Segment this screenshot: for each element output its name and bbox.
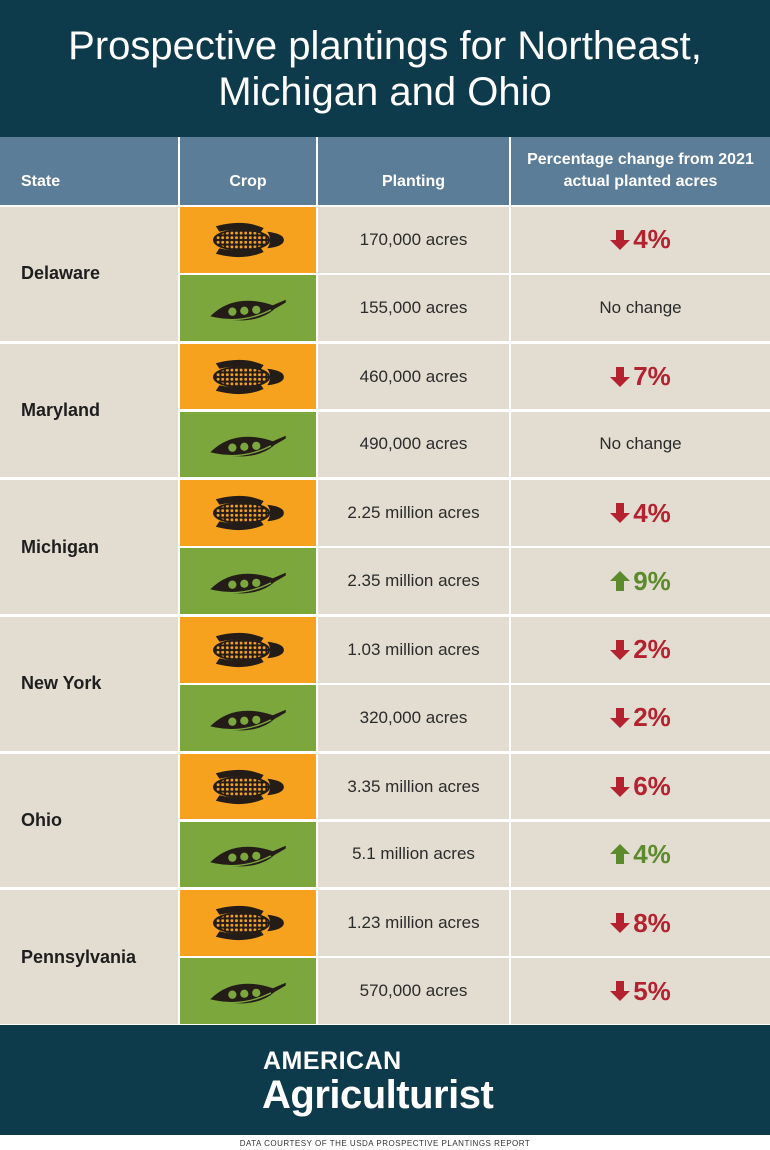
trend-arrow [610,707,631,728]
planting: 1.23 million acres [318,890,509,957]
crop-symbol [206,558,290,604]
crop-icon [180,548,316,614]
planting: 1.03 million acres [318,617,509,683]
crop-icon [180,274,316,341]
change-cell: 4% [511,207,770,273]
divider [316,137,318,205]
planting: 570,000 acres [318,958,509,1024]
trend-arrow [610,639,631,660]
change-value: No change [599,434,682,454]
change-cell: 2% [511,684,770,751]
change-value: 8% [633,907,671,938]
change-value: 2% [633,702,671,733]
trend-arrow [610,571,631,592]
crop-icon [180,617,316,683]
change-value: 7% [633,361,671,392]
crop-symbol [206,285,290,331]
crop-symbol [206,627,290,673]
change-value: 5% [633,975,671,1006]
change-cell: 2% [511,617,770,683]
table-body: Delaware 170,000 acres 4% 155,000 acres No c… [0,205,770,1025]
column-header: Crop [229,173,267,190]
crop-symbol [206,831,290,877]
crop-icon [180,411,316,478]
change-cell: 8% [511,890,770,957]
source-note: DATA COURTESY OF THE USDA PROSPECTIVE PL… [239,1139,531,1148]
divider [509,137,511,205]
title: Prospective plantings for Northeast, Mic… [68,23,702,114]
crop-symbol [206,217,290,263]
change-cell: No change [511,411,770,478]
crop-icon [180,821,316,888]
state-name: Ohio [0,753,178,888]
header: Prospective plantings for Northeast, Mic… [0,0,770,137]
change-value: 9% [633,565,671,596]
change-cell: 6% [511,753,770,820]
planting: 2.35 million acres [318,548,509,614]
crop-symbol [206,900,290,946]
change-value: No change [599,297,682,317]
state-name: New York [0,617,178,751]
crop-symbol [206,354,290,400]
trend-arrow [610,229,631,250]
trend-arrow [610,981,631,1002]
planting: 155,000 acres [318,274,509,341]
change-value: 4% [633,497,671,528]
change-cell: 7% [511,343,770,410]
crop-symbol [206,490,290,536]
crop-symbol [206,764,290,810]
planting: 3.35 million acres [318,753,509,820]
logo-bar: AMERICAN Agriculturist [0,1025,770,1135]
planting: 320,000 acres [318,684,509,751]
crop-symbol [206,421,290,467]
state-name: Maryland [0,343,178,478]
change-cell: 5% [511,958,770,1024]
crop-icon [180,958,316,1024]
divider [178,137,180,205]
trend-arrow [610,844,631,865]
table-header: State Crop Planting Percentage change from … [0,137,770,205]
planting: 490,000 acres [318,411,509,478]
crop-symbol [206,695,290,741]
crop-icon [180,480,316,547]
change-value: 6% [633,771,671,802]
crop-symbol [206,968,290,1014]
logo-line1: AMERICAN [263,1047,402,1075]
trend-arrow [610,503,631,524]
change-cell: No change [511,274,770,341]
crop-icon [180,890,316,957]
column-header: State [21,173,61,190]
trend-arrow [610,776,631,797]
crop-icon [180,684,316,751]
planting: 5.1 million acres [318,821,509,888]
trend-arrow [610,913,631,934]
logo-line2: Agriculturist [262,1073,494,1117]
planting: 460,000 acres [318,343,509,410]
column-header: Planting [381,173,446,190]
change-value: 4% [633,838,671,869]
crop-icon [180,343,316,410]
state-name: Delaware [0,207,178,341]
change-value: 2% [633,634,671,665]
crop-icon [180,207,316,273]
trend-arrow [610,366,631,387]
change-value: 4% [633,224,671,255]
column-header: Percentage change from 2021 actual plant… [527,151,754,190]
planting: 170,000 acres [318,207,509,273]
crop-icon [180,753,316,820]
change-cell: 9% [511,548,770,614]
change-cell: 4% [511,821,770,888]
change-cell: 4% [511,480,770,547]
planting: 2.25 million acres [318,480,509,547]
state-name: Michigan [0,480,178,614]
state-name: Pennsylvania [0,890,178,1024]
